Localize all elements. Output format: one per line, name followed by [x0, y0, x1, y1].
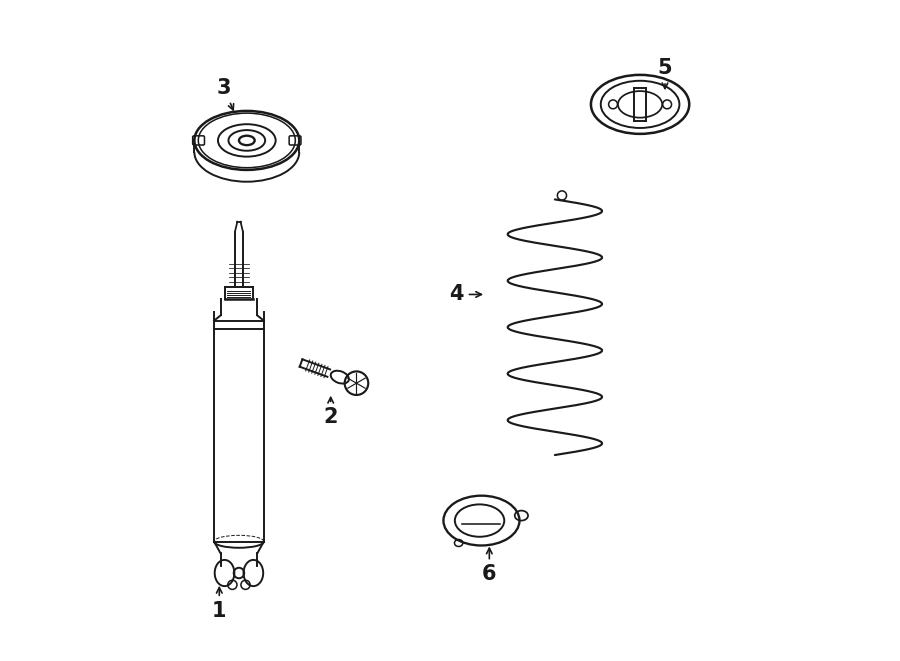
Text: 6: 6 [482, 548, 497, 584]
Text: 3: 3 [217, 78, 234, 110]
Text: 1: 1 [212, 588, 227, 621]
Text: 2: 2 [323, 397, 338, 427]
Text: 4: 4 [449, 284, 482, 305]
Text: 5: 5 [658, 58, 672, 89]
